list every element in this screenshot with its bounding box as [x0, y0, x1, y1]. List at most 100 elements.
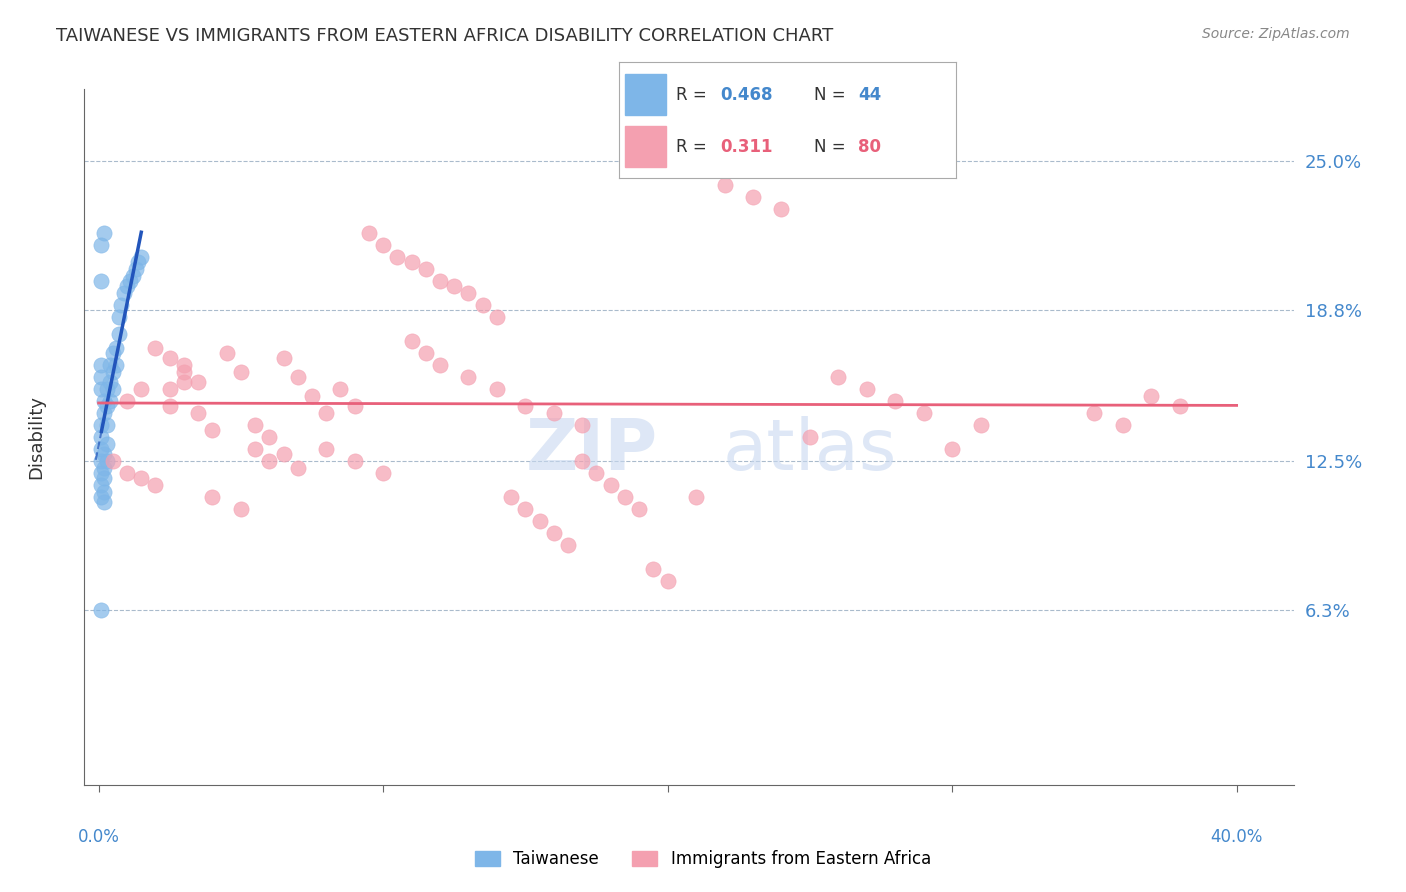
Point: [93, 485, 115, 500]
Point: [127, 255, 149, 269]
Point: [90, 382, 112, 396]
Point: [145, 478, 167, 492]
Point: [101, 365, 124, 379]
Point: [415, 346, 437, 360]
Point: [1083, 406, 1105, 420]
Point: [401, 334, 423, 348]
Point: [90, 430, 112, 444]
Point: [124, 262, 146, 277]
Point: [273, 447, 295, 461]
Point: [201, 423, 224, 437]
Legend: Taiwanese, Immigrants from Eastern Africa: Taiwanese, Immigrants from Eastern Afric…: [468, 844, 938, 875]
Point: [301, 389, 323, 403]
Point: [243, 418, 266, 433]
Point: [371, 238, 394, 252]
Point: [96, 437, 118, 451]
Bar: [626, 126, 666, 167]
Point: [90, 442, 112, 456]
Text: N =: N =: [814, 86, 851, 103]
Text: N =: N =: [814, 138, 851, 156]
Text: 0.0%: 0.0%: [77, 828, 120, 847]
Point: [1168, 399, 1191, 413]
Point: [107, 310, 129, 325]
Point: [742, 190, 765, 204]
Point: [187, 375, 209, 389]
Point: [104, 341, 127, 355]
Point: [1140, 389, 1163, 403]
Text: TAIWANESE VS IMMIGRANTS FROM EASTERN AFRICA DISABILITY CORRELATION CHART: TAIWANESE VS IMMIGRANTS FROM EASTERN AFR…: [56, 27, 834, 45]
Point: [969, 418, 991, 433]
Point: [515, 502, 537, 516]
Point: [93, 461, 115, 475]
Point: [259, 430, 281, 444]
Text: R =: R =: [676, 138, 717, 156]
Point: [485, 310, 508, 325]
Point: [121, 269, 143, 284]
Point: [96, 454, 118, 468]
Point: [315, 406, 337, 420]
Point: [585, 466, 607, 480]
Point: [90, 370, 112, 384]
Text: 80: 80: [858, 138, 882, 156]
Point: [827, 370, 849, 384]
Text: Source: ZipAtlas.com: Source: ZipAtlas.com: [1202, 27, 1350, 41]
Point: [93, 471, 115, 485]
Point: [229, 365, 252, 379]
Point: [429, 274, 451, 288]
Text: R =: R =: [676, 86, 711, 103]
Point: [159, 399, 181, 413]
Point: [415, 262, 437, 277]
Point: [90, 418, 112, 433]
Point: [104, 358, 127, 372]
Text: ZIP: ZIP: [526, 417, 658, 485]
Point: [515, 399, 537, 413]
Point: [110, 298, 132, 312]
Text: Disability: Disability: [27, 395, 45, 479]
Point: [215, 346, 238, 360]
Point: [613, 490, 636, 504]
Point: [90, 238, 112, 252]
Point: [941, 442, 963, 456]
Point: [329, 382, 352, 396]
Point: [229, 502, 252, 516]
Point: [259, 454, 281, 468]
Point: [315, 442, 337, 456]
Point: [101, 382, 124, 396]
Point: [273, 351, 295, 365]
Point: [93, 226, 115, 240]
Point: [884, 394, 907, 409]
Text: 44: 44: [858, 86, 882, 103]
Point: [115, 394, 138, 409]
Point: [443, 279, 465, 293]
Point: [173, 358, 195, 372]
Point: [457, 370, 479, 384]
Point: [173, 365, 195, 379]
Point: [159, 382, 181, 396]
Point: [401, 255, 423, 269]
Point: [343, 454, 366, 468]
Point: [571, 418, 593, 433]
Point: [98, 358, 121, 372]
Point: [101, 454, 124, 468]
Point: [713, 178, 735, 193]
Point: [159, 351, 181, 365]
Point: [145, 341, 167, 355]
Point: [799, 430, 821, 444]
Point: [287, 461, 309, 475]
Point: [90, 603, 112, 617]
Point: [657, 574, 679, 588]
Point: [96, 418, 118, 433]
Point: [98, 375, 121, 389]
Point: [115, 466, 138, 480]
Point: [543, 406, 565, 420]
Point: [457, 286, 479, 301]
Text: 0.468: 0.468: [720, 86, 772, 103]
Point: [93, 495, 115, 509]
Point: [543, 526, 565, 541]
Point: [529, 514, 551, 528]
Point: [912, 406, 935, 420]
Text: 40.0%: 40.0%: [1211, 828, 1263, 847]
Point: [685, 490, 707, 504]
Point: [93, 447, 115, 461]
Point: [357, 226, 380, 240]
